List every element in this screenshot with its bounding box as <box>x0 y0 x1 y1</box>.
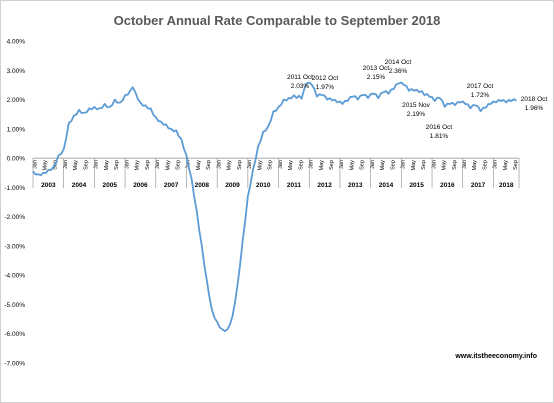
x-tick-label: May <box>380 160 386 171</box>
x-tick-label: Sep <box>206 160 212 170</box>
annotation-label: 2018 Oct <box>521 96 548 103</box>
x-tick-label: Jan <box>247 160 253 169</box>
y-tick-label: 2.00% <box>7 97 26 104</box>
line-layer <box>32 81 517 332</box>
x-tick-label: Sep <box>360 160 366 170</box>
x-tick-label: Sep <box>176 160 182 170</box>
series-line <box>32 81 517 332</box>
x-tick-label: Sep <box>83 160 89 170</box>
annotation-label: 2014 Oct <box>385 59 412 66</box>
x-tick-label: May <box>472 160 478 171</box>
x-tick-label: Sep <box>114 160 120 170</box>
year-label: 2013 <box>348 182 363 189</box>
x-tick-label: Sep <box>268 160 274 170</box>
y-tick-label: 4.00% <box>7 39 26 46</box>
x-tick-label: Jan <box>431 160 437 169</box>
y-tick-label: -5.00% <box>4 302 25 309</box>
annotation-label: 2012 Oct <box>312 75 339 82</box>
y-tick-label: -4.00% <box>4 273 25 280</box>
chart-title: October Annual Rate Comparable to Septem… <box>114 13 441 28</box>
year-label: 2011 <box>287 182 301 189</box>
x-tick-label: May <box>104 160 110 171</box>
x-tick-label: Sep <box>390 160 396 170</box>
year-label: 2007 <box>164 182 179 189</box>
x-tick-label: Sep <box>145 160 151 170</box>
x-tick-label: Sep <box>237 160 243 170</box>
y-tick-label: -3.00% <box>4 243 25 250</box>
year-label: 2014 <box>379 182 394 189</box>
y-tick-label: 0.00% <box>7 156 26 163</box>
x-tick-label: May <box>196 160 202 171</box>
x-tick-label: Sep <box>53 160 59 170</box>
annotation-label: 2016 Oct <box>426 124 453 131</box>
annotation-value: 2.15% <box>367 74 386 81</box>
x-tick-label: May <box>257 160 263 171</box>
annotation-value: 1.97% <box>316 84 335 91</box>
y-tick-label: -7.00% <box>4 361 25 368</box>
x-tick-label: Jan <box>401 160 407 169</box>
x-tick-label: May <box>319 160 325 171</box>
year-label: 2004 <box>72 182 87 189</box>
x-tick-label: Jan <box>339 160 345 169</box>
x-tick-label: Jan <box>370 160 376 169</box>
x-tick-label: May <box>227 160 233 171</box>
year-label: 2015 <box>409 182 424 189</box>
axis-layer: 4.00% 3.00% 2.00% 1.00% 0.00% -1.00% -2.00% -3.… <box>4 39 520 368</box>
year-label: 2010 <box>256 182 271 189</box>
annotation-value: 2.36% <box>389 68 408 75</box>
year-label: 2005 <box>103 182 118 189</box>
annotation-label: 2017 Oct <box>467 83 494 90</box>
year-label: 2006 <box>133 182 148 189</box>
x-tick-label: Jan <box>94 160 100 169</box>
x-tick-label: Jan <box>63 160 69 169</box>
annotation-label: 2011 Oct <box>287 74 313 81</box>
x-tick-label: Sep <box>513 160 519 170</box>
annotation-value: 1.72% <box>471 92 490 99</box>
watermark: www.itstheeconomy.info <box>454 353 537 360</box>
y-tick-label: -1.00% <box>4 185 25 192</box>
x-tick-label: May <box>135 160 141 171</box>
year-label: 2017 <box>471 182 486 189</box>
x-tick-label: Jan <box>155 160 161 169</box>
y-tick-label: -6.00% <box>4 331 25 338</box>
x-tick-label: May <box>288 160 294 171</box>
x-tick-label: May <box>442 160 448 171</box>
x-tick-label: May <box>503 160 509 171</box>
annotation-label: 2013 Oct <box>363 65 390 72</box>
x-tick-label: Sep <box>298 160 304 170</box>
y-tick-label: 1.00% <box>7 126 26 133</box>
x-tick-label: Sep <box>452 160 458 170</box>
year-label: 2008 <box>195 182 210 189</box>
year-label: 2016 <box>440 182 455 189</box>
year-label: 2018 <box>499 182 514 189</box>
x-tick-label: Jan <box>124 160 130 169</box>
x-tick-label: Jan <box>309 160 315 169</box>
x-tick-label: Jan <box>462 160 468 169</box>
x-tick-label: May <box>73 160 79 171</box>
x-tick-label: May <box>411 160 417 171</box>
x-tick-label: May <box>349 160 355 171</box>
x-tick-label: Jan <box>32 160 38 169</box>
year-label: 2009 <box>225 182 240 189</box>
y-tick-label: -2.00% <box>4 214 25 221</box>
x-tick-label: Sep <box>421 160 427 170</box>
x-tick-label: May <box>43 160 49 171</box>
x-tick-label: May <box>165 160 171 171</box>
year-label: 2012 <box>317 182 332 189</box>
annotation-value: 2.19% <box>407 111 426 118</box>
x-tick-label: Sep <box>329 160 335 170</box>
x-tick-label: Jan <box>278 160 284 169</box>
x-tick-label: Jan <box>493 160 499 169</box>
annotation-value: 1.81% <box>430 133 449 140</box>
x-tick-label: Jan <box>216 160 222 169</box>
y-tick-label: 3.00% <box>7 68 26 75</box>
annotation-value: 2.03% <box>291 83 310 90</box>
annotation-label: 2015 Nov <box>402 102 431 109</box>
annotation-value: 1.96% <box>525 105 544 112</box>
x-tick-label: Sep <box>482 160 488 170</box>
year-label: 2003 <box>41 182 56 189</box>
